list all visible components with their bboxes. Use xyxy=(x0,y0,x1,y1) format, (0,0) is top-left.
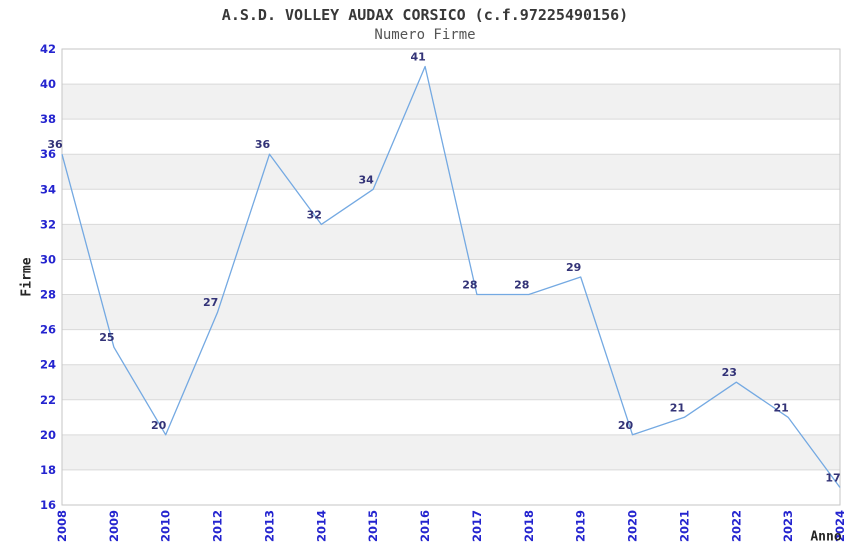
point-label: 20 xyxy=(618,419,634,432)
y-axis-label: Firme xyxy=(19,257,35,297)
y-tick-label: 42 xyxy=(40,42,56,56)
y-tick-label: 34 xyxy=(40,182,56,196)
y-tick-label: 40 xyxy=(40,77,56,91)
point-label: 28 xyxy=(514,279,529,292)
plot-border xyxy=(61,48,841,506)
x-tick-label: 2008 xyxy=(55,510,69,542)
y-tick-label: 22 xyxy=(40,393,56,407)
x-tick-label: 2018 xyxy=(522,510,536,542)
x-axis-label: Anno xyxy=(810,529,842,545)
y-tick-label: 38 xyxy=(40,112,56,126)
chart-subtitle: Numero Firme xyxy=(374,27,476,43)
point-label: 36 xyxy=(255,138,271,151)
chart-title: A.S.D. VOLLEY AUDAX CORSICO (c.f.9722549… xyxy=(221,6,629,24)
x-tick-label: 2013 xyxy=(263,510,277,542)
point-label: 21 xyxy=(773,401,788,414)
grid-band xyxy=(62,294,840,330)
x-tick-label: 2009 xyxy=(107,510,121,542)
x-tick-label: 2017 xyxy=(470,510,484,542)
x-tick-label: 2012 xyxy=(211,510,225,542)
grid-band xyxy=(62,224,840,260)
x-tick-label: 2023 xyxy=(781,510,795,542)
point-label: 25 xyxy=(99,331,114,344)
point-label: 36 xyxy=(47,138,63,151)
point-label: 17 xyxy=(825,472,840,485)
point-label: 23 xyxy=(722,366,737,379)
x-tick-label: 2022 xyxy=(729,510,743,542)
point-label: 32 xyxy=(307,208,322,221)
grid-band xyxy=(62,364,840,400)
point-label: 20 xyxy=(151,419,167,432)
y-tick-label: 30 xyxy=(40,253,56,267)
point-label: 34 xyxy=(359,173,375,186)
x-tick-label: 2015 xyxy=(366,510,380,542)
y-tick-label: 18 xyxy=(40,463,56,477)
grid-band xyxy=(62,154,840,190)
y-tick-label: 24 xyxy=(40,358,56,372)
x-tick-label: 2014 xyxy=(314,510,328,542)
x-tick-label: 2010 xyxy=(159,510,173,542)
x-tick-label: 2016 xyxy=(418,510,432,542)
x-tick-label: 2021 xyxy=(677,510,691,542)
data-line xyxy=(61,65,841,488)
grid-band xyxy=(62,434,840,470)
point-label: 29 xyxy=(566,261,581,274)
x-tick-label: 2024 xyxy=(833,510,847,542)
point-label: 27 xyxy=(203,296,218,309)
point-label: 21 xyxy=(670,401,685,414)
x-tick-label: 2020 xyxy=(626,510,640,542)
point-label: 41 xyxy=(410,51,425,64)
y-tick-label: 16 xyxy=(40,498,56,512)
point-label: 28 xyxy=(462,279,477,292)
grid-band xyxy=(62,84,840,120)
y-tick-label: 36 xyxy=(40,147,56,161)
y-tick-label: 26 xyxy=(40,323,56,337)
y-tick-label: 20 xyxy=(40,428,56,442)
x-tick-label: 2019 xyxy=(574,510,588,542)
y-tick-label: 32 xyxy=(40,217,56,231)
y-tick-label: 28 xyxy=(40,288,56,302)
